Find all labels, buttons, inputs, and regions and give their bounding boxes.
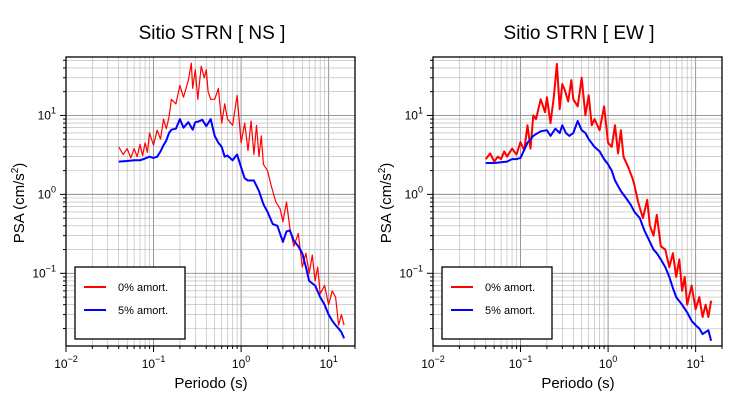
x-tick-base: 10 xyxy=(319,357,333,371)
x-tick-label: 100 xyxy=(232,354,250,371)
y-tick-base: 10 xyxy=(405,108,419,122)
x-tick-exp: −2 xyxy=(68,354,78,364)
x-tick-exp: 0 xyxy=(245,354,250,364)
y-tick-base: 10 xyxy=(38,187,52,201)
x-tick-base: 10 xyxy=(142,357,156,371)
legend-label-1: 5% amort. xyxy=(118,305,168,317)
y-tick-exp: 1 xyxy=(51,105,56,115)
x-tick-base: 10 xyxy=(232,357,246,371)
y-tick-exp: −1 xyxy=(46,263,56,273)
x-tick-exp: 1 xyxy=(333,354,338,364)
y-axis-label: PSA (cm/s2) xyxy=(377,163,395,244)
x-tick-base: 10 xyxy=(686,357,700,371)
x-tick-label: 10−1 xyxy=(142,354,166,371)
chart-title: Sitio STRN [ NS ] xyxy=(139,23,286,44)
y-tick-exp: 0 xyxy=(418,184,423,194)
y-tick-label: 101 xyxy=(405,105,423,122)
x-tick-exp: −1 xyxy=(522,354,532,364)
x-tick-exp: −2 xyxy=(435,354,445,364)
y-axis-label-close: ) xyxy=(378,163,395,168)
legend-label-1: 5% amort. xyxy=(485,305,535,317)
y-tick-label: 10−1 xyxy=(399,263,423,280)
x-tick-base: 10 xyxy=(54,357,68,371)
plot-frame xyxy=(65,56,356,347)
x-tick-base: 10 xyxy=(421,357,435,371)
x-tick-base: 10 xyxy=(509,357,523,371)
x-axis-label: Periodo (s) xyxy=(174,375,247,392)
series-line-damped xyxy=(485,120,713,341)
x-axis-label: Periodo (s) xyxy=(541,375,614,392)
y-axis-label-text: PSA (cm/s xyxy=(11,173,28,243)
legend: 0% amort. 5% amort. xyxy=(441,266,553,340)
chart-panel-ew: Sitio STRN [ EW ] Periodo (s) PSA (cm/s2… xyxy=(377,23,723,392)
y-axis-label-text: PSA (cm/s xyxy=(378,173,395,243)
y-tick-label: 100 xyxy=(38,184,56,201)
x-tick-label: 100 xyxy=(599,354,617,371)
y-axis-label-sup: 2 xyxy=(377,167,388,173)
legend: 0% amort. 5% amort. xyxy=(74,266,186,340)
x-tick-label: 10−2 xyxy=(421,354,445,371)
x-tick-label: 101 xyxy=(686,354,704,371)
y-tick-base: 10 xyxy=(32,266,46,280)
y-tick-exp: −1 xyxy=(413,263,423,273)
x-tick-label: 10−1 xyxy=(509,354,533,371)
y-tick-exp: 0 xyxy=(51,184,56,194)
y-axis-label: PSA (cm/s2) xyxy=(10,163,28,244)
y-tick-exp: 1 xyxy=(418,105,423,115)
chart-panel-ns: Sitio STRN [ NS ] Periodo (s) PSA (cm/s2… xyxy=(10,23,356,392)
x-tick-exp: 1 xyxy=(700,354,705,364)
legend-box xyxy=(74,266,186,340)
series-line-undamped xyxy=(118,62,345,326)
x-tick-label: 10−2 xyxy=(54,354,78,371)
legend-label-0: 0% amort. xyxy=(118,282,168,294)
series-line-undamped xyxy=(484,62,713,318)
plot-frame xyxy=(432,56,723,347)
x-tick-exp: −1 xyxy=(155,354,165,364)
x-tick-label: 101 xyxy=(319,354,337,371)
x-tick-exp: 0 xyxy=(612,354,617,364)
y-tick-base: 10 xyxy=(405,187,419,201)
chart-title: Sitio STRN [ EW ] xyxy=(504,23,655,44)
x-tick-base: 10 xyxy=(599,357,613,371)
legend-box xyxy=(441,266,553,340)
y-axis-label-close: ) xyxy=(11,163,28,168)
y-axis-label-sup: 2 xyxy=(10,167,21,173)
y-tick-base: 10 xyxy=(38,108,52,122)
y-tick-base: 10 xyxy=(399,266,413,280)
series-line-damped xyxy=(118,118,346,339)
y-tick-label: 101 xyxy=(38,105,56,122)
y-tick-label: 100 xyxy=(405,184,423,201)
y-tick-label: 10−1 xyxy=(32,263,56,280)
legend-label-0: 0% amort. xyxy=(485,282,535,294)
